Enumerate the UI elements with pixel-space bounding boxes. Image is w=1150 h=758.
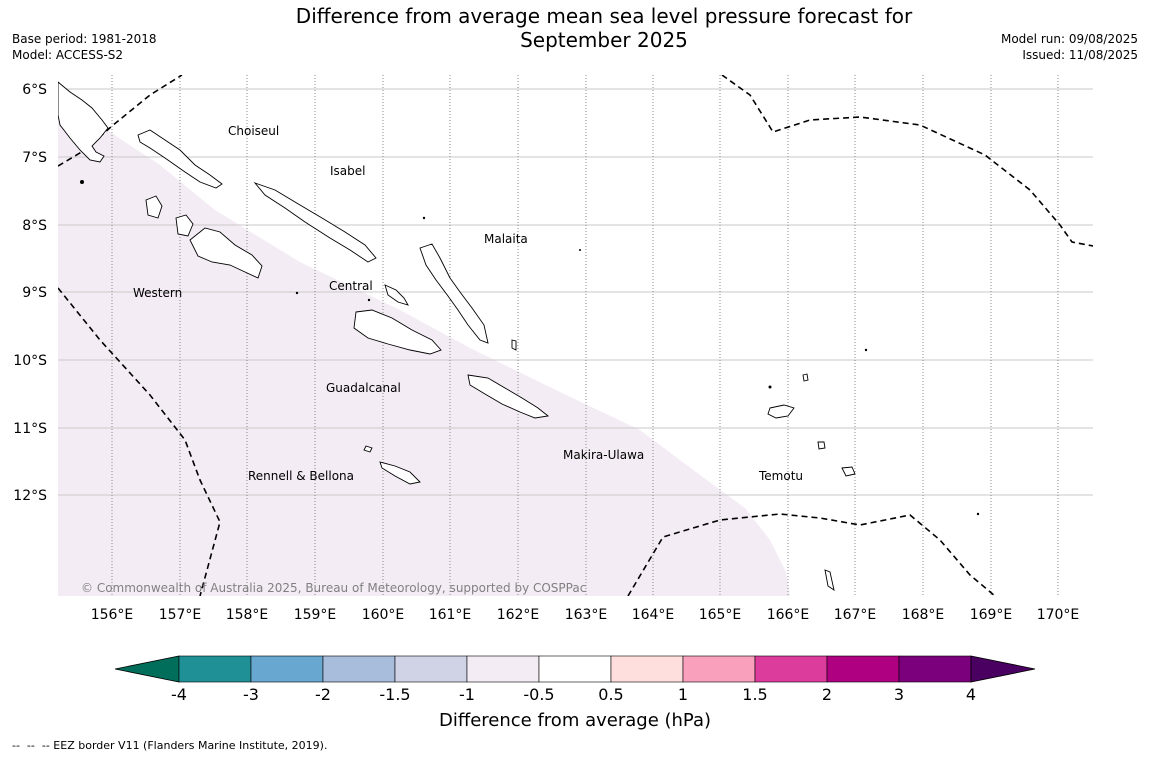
run-info: Model run: 09/08/2025 Issued: 11/08/2025 [1001, 31, 1138, 63]
title-line-1: Difference from average mean sea level p… [295, 4, 913, 28]
lat-label-9s: 9°S [22, 285, 47, 301]
label-western: Western [133, 286, 182, 300]
small-island-reef [802, 373, 809, 382]
label-guadalcanal: Guadalcanal [326, 381, 401, 395]
colorbar-tick-10: 3 [894, 685, 904, 704]
colorbar-bin-2 [322, 655, 396, 683]
colorbar-tick-8: 1.5 [742, 685, 767, 704]
longitude-labels: 156°E 157°E 158°E 159°E 160°E 161°E 162°… [91, 607, 1080, 623]
bougainville-coast [58, 81, 109, 163]
colorbar-bin-10 [898, 655, 972, 683]
lat-label-6s: 6°S [22, 82, 47, 98]
lat-label-10s: 10°S [13, 353, 47, 369]
malaita-island [419, 243, 489, 344]
lon-label-157e: 157°E [159, 607, 202, 623]
colorbar-tick-5: -0.5 [523, 685, 554, 704]
colorbar-tick-2: -2 [315, 685, 331, 704]
colorbar-tick-9: 2 [822, 685, 832, 704]
santa-cruz-island [767, 404, 795, 419]
colorbar-tick-3: -1.5 [379, 685, 410, 704]
colorbar-bin-5 [538, 655, 612, 683]
utupua-island [817, 441, 826, 450]
lon-label-158e: 158°E [226, 607, 269, 623]
colorbar-bin-7 [682, 655, 756, 683]
colorbar-over-arrow [970, 655, 1036, 683]
lon-label-156e: 156°E [91, 607, 134, 623]
eez-footnote: -- -- -- EEZ border V11 (Flanders Marine… [12, 739, 328, 752]
colorbar-tick-0: -4 [171, 685, 187, 704]
rennell-island [379, 461, 421, 485]
island-outlines [58, 81, 856, 591]
colorbar-bin-6 [610, 655, 684, 683]
label-choiseul: Choiseul [228, 124, 279, 138]
lon-label-168e: 168°E [902, 607, 945, 623]
map-title: Difference from average mean sea level p… [200, 4, 1008, 52]
latitude-gridlines [58, 88, 1093, 496]
small-island-ne [511, 339, 517, 351]
new-georgia-island [175, 214, 194, 237]
label-rennell-bellona: Rennell & Bellona [248, 469, 354, 483]
colorbar-tick-1: -3 [243, 685, 259, 704]
lon-label-166e: 166°E [767, 607, 810, 623]
label-central: Central [329, 279, 373, 293]
model-run: Model run: 09/08/2025 [1000, 32, 1138, 46]
eez-borders [58, 75, 1093, 596]
colorbar-bins [178, 655, 972, 683]
lon-label-160e: 160°E [362, 607, 405, 623]
colorbar-under-arrow [114, 655, 180, 683]
colorbar-tick-7: 1 [678, 685, 688, 704]
islet-dots [80, 180, 980, 516]
copyright-notice: © Commonwealth of Australia 2025, Bureau… [81, 581, 586, 595]
small-island-east [824, 569, 835, 591]
label-temotu: Temotu [758, 469, 803, 483]
colorbar-bin-8 [754, 655, 828, 683]
colorbar-ticks: -4 -3 -2 -1.5 -1 -0.5 0.5 1 1.5 2 3 4 [171, 685, 976, 704]
vanikoro-island [841, 466, 856, 477]
lat-label-7s: 7°S [22, 150, 47, 166]
lon-label-163e: 163°E [565, 607, 608, 623]
colorbar-tick-4: -1 [459, 685, 475, 704]
western-islands [189, 227, 263, 279]
label-malaita: Malaita [484, 232, 528, 246]
makira-island [467, 374, 550, 419]
isabel-island [253, 182, 377, 263]
colorbar-bin-4 [466, 655, 540, 683]
model-info: Base period: 1981-2018 Model: ACCESS-S2 [12, 31, 157, 63]
label-isabel: Isabel [330, 164, 365, 178]
lon-label-165e: 165°E [699, 607, 742, 623]
colorbar-bin-3 [394, 655, 468, 683]
lat-label-11s: 11°S [13, 421, 47, 437]
lon-label-162e: 162°E [497, 607, 540, 623]
title-line-2: September 2025 [520, 28, 688, 52]
florida-islands [384, 284, 409, 306]
guadalcanal-island [353, 309, 442, 355]
issued-date: Issued: 11/08/2025 [1022, 48, 1138, 62]
lon-label-170e: 170°E [1037, 607, 1080, 623]
choiseul-island [137, 129, 223, 189]
label-makira-ulawa: Makira-Ulawa [563, 448, 644, 462]
lat-label-12s: 12°S [13, 488, 47, 504]
colorbar-label: Difference from average (hPa) [439, 710, 711, 731]
lon-label-169e: 169°E [970, 607, 1013, 623]
colorbar-tick-11: 4 [966, 685, 976, 704]
latitude-labels: 6°S 7°S 8°S 9°S 10°S 11°S 12°S [13, 82, 47, 504]
lon-label-164e: 164°E [632, 607, 675, 623]
lon-label-161e: 161°E [429, 607, 472, 623]
lat-label-8s: 8°S [22, 218, 47, 234]
vella-lavella-island [145, 195, 163, 219]
model-name: Model: ACCESS-S2 [12, 48, 124, 62]
colorbar-bin-1 [250, 655, 324, 683]
colorbar-bin-9 [826, 655, 900, 683]
colorbar: -4 -3 -2 -1.5 -1 -0.5 0.5 1 1.5 2 3 4 Difference fr… [114, 655, 1036, 731]
lon-label-159e: 159°E [294, 607, 337, 623]
lon-label-167e: 167°E [834, 607, 877, 623]
colorbar-tick-6: 0.5 [598, 685, 623, 704]
base-period: Base period: 1981-2018 [12, 32, 157, 46]
colorbar-bin-0 [178, 655, 252, 683]
bellona-island [363, 445, 373, 453]
